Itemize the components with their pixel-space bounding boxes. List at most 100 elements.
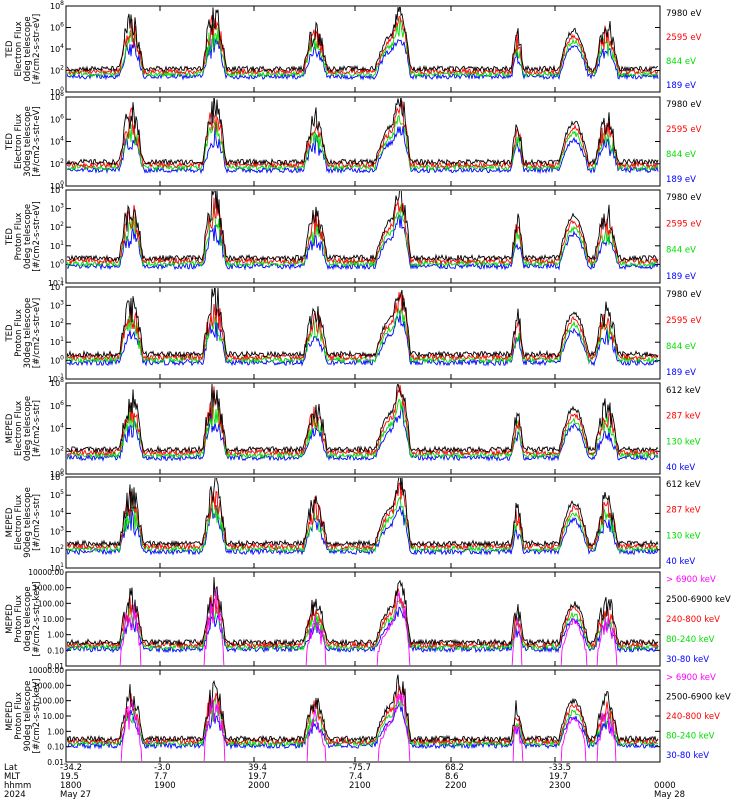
series-trace [67,384,659,457]
y-tick-label: 0.10 [47,646,64,655]
x-tick-label: 68.2 [445,763,464,773]
y-tick-label: 10-1 [48,277,64,288]
series-trace [67,384,659,454]
x-tick-label: 2000 [248,781,270,791]
y-axis-label-line: [#/cm2-s-str-keV] [32,679,42,754]
legend-entry: 612 keV [666,480,701,490]
legend-entry: 844 eV [666,246,696,256]
y-tick-label: 1.00 [47,631,64,640]
legend-entry: 2595 eV [666,316,702,326]
series-trace [67,606,659,654]
x-tick-label: 7.7 [154,772,168,782]
y-axis-label-line: MEPED [5,413,15,443]
y-tick-label: 101 [50,336,64,347]
y-tick-label: 104 [50,281,64,292]
y-tick-label: 102 [50,544,64,555]
y-axis-label-line: 90deg telescope [23,681,33,752]
legend-entry: 7980 eV [666,9,702,19]
y-axis-label-line: 30deg telescope [23,106,33,177]
y-tick-label: 106 [50,22,64,33]
legend-entry: 80-240 keV [666,635,715,645]
legend-entry: 40 keV [666,557,695,567]
y-axis-label-line: 0deg telescope [23,16,33,81]
y-tick-label: 106 [50,113,64,124]
legend-entry: 844 eV [666,342,696,352]
y-tick-label: 108 [50,91,64,102]
y-tick-label: 102 [50,445,64,456]
legend-entry: 612 keV [666,386,701,396]
y-axis-label-line: Proton Flux [14,692,24,740]
y-axis-label-line: Proton Flux [14,309,24,357]
y-axis-label-line: 0deg telescope [23,396,33,461]
legend-entry: 844 eV [666,150,696,160]
y-axis-label-line: MEPED [5,604,15,634]
y-tick-label: 103 [50,526,64,537]
legend-entry: 189 eV [666,272,696,282]
y-tick-label: 104 [50,184,64,195]
series-trace [67,598,659,652]
legend-entry: 287 keV [666,506,701,516]
y-tick-label: 0.01 [47,662,64,671]
series-trace [67,191,658,263]
y-tick-label: 10.00 [43,712,65,721]
y-axis-label-line: TED [5,40,15,59]
y-tick-label: 100 [50,468,64,479]
y-tick-label: 106 [50,471,64,482]
y-axis-label-line: Proton Flux [14,595,24,643]
legend-entry: 2595 eV [666,219,702,229]
y-axis-label: TED Proton Flux 0deg telescope [#/cm2-s-str… [5,201,42,271]
y-tick-label: 100.00 [38,697,64,706]
legend-entry: 30-80 keV [666,655,709,665]
x-tick-label: -34.2 [60,763,82,773]
y-axis-label-line: TED [5,132,15,151]
y-axis-label-line: MEPED [5,701,15,731]
y-tick-label: 102 [50,65,64,76]
series-trace [67,478,659,548]
y-axis-label-line: TED [5,324,15,343]
y-axis-label: TED Electron Flux 0deg telescope [#/cm2-s-s… [5,14,42,84]
x-tick-label: 19.7 [549,772,568,782]
traces [67,674,659,761]
y-axis-label-line: [#/cm2-s-str-eV] [32,298,42,368]
y-tick-label: 1.00 [47,727,64,736]
y-axis-label-line: Electron Flux [14,401,24,456]
traces [67,478,659,556]
legend-entry: 2595 eV [666,125,702,135]
series-trace [67,310,659,367]
y-tick-label: 100 [50,258,64,269]
y-tick-label: 10.00 [43,615,65,624]
series-trace [67,482,659,551]
legend-entry: 2500-6900 keV [666,693,731,703]
panel-4: 10-1 100 101 102 103 104 TED Proton Flux 30deg t… [5,281,702,384]
y-axis-label-line: [#/cm2-s-str-eV] [32,201,42,271]
y-axis-label-line: [#/cm2-s-str-keV] [32,582,42,657]
y-tick-label: 102 [50,221,64,232]
panel-1: 100 102 104 106 108 TED Electron Flux 0deg tele… [5,0,702,97]
y-axis-label-line: [#/cm2-s-str] [32,494,42,551]
x-tick-label: May 27 [60,790,91,800]
x-tick-label: -3.0 [154,763,171,773]
panel-frame [65,476,661,569]
x-tick-label: 2300 [549,781,571,791]
x-tick-label: May 28 [654,790,685,800]
series-trace [67,398,659,460]
x-tick-label: 0000 [654,781,676,791]
y-tick-label: 102 [50,158,64,169]
x-tick-label: 1900 [154,781,176,791]
legend-entry: 80-240 keV [666,732,715,742]
series-trace [67,674,659,744]
y-tick-label: 100 [50,180,64,191]
legend-entry: 7980 eV [666,290,702,300]
panel-frame [65,189,661,284]
y-axis-label: TED Proton Flux 30deg telescope [#/cm2-s-st… [5,298,42,369]
x-row-label: Lat [4,763,18,773]
y-tick-label: 102 [50,318,64,329]
series-trace [120,693,617,761]
series-trace [67,100,659,169]
panel-8: 0.01 0.10 1.00 10.00 100.00 1000.00 10000.00 ME… [5,666,731,767]
panel-2: 100 102 104 106 108 TED Electron Flux 30deg tel… [5,91,702,191]
y-tick-label: 100.00 [38,599,64,608]
legend-entry: 844 eV [666,57,696,67]
